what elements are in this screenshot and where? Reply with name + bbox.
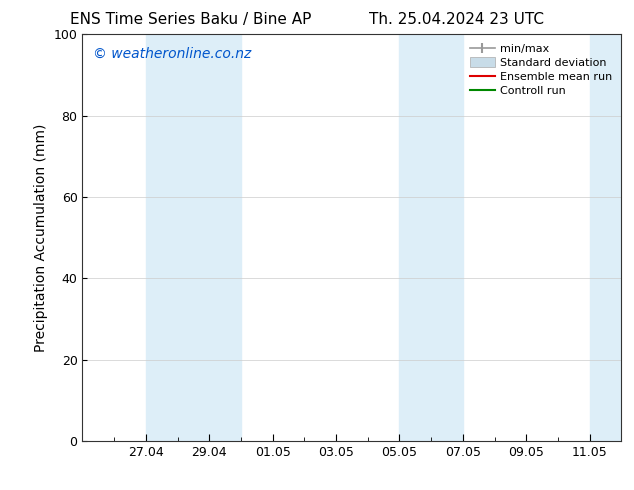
Bar: [399, 34, 431, 441]
Bar: [431, 34, 463, 441]
Y-axis label: Precipitation Accumulation (mm): Precipitation Accumulation (mm): [34, 123, 48, 352]
Legend: min/max, Standard deviation, Ensemble mean run, Controll run: min/max, Standard deviation, Ensemble me…: [467, 40, 616, 99]
Text: © weatheronline.co.nz: © weatheronline.co.nz: [93, 47, 252, 60]
Bar: [590, 34, 621, 441]
Text: Th. 25.04.2024 23 UTC: Th. 25.04.2024 23 UTC: [369, 12, 544, 27]
Text: ENS Time Series Baku / Bine AP: ENS Time Series Baku / Bine AP: [70, 12, 311, 27]
Bar: [146, 34, 209, 441]
Bar: [209, 34, 241, 441]
